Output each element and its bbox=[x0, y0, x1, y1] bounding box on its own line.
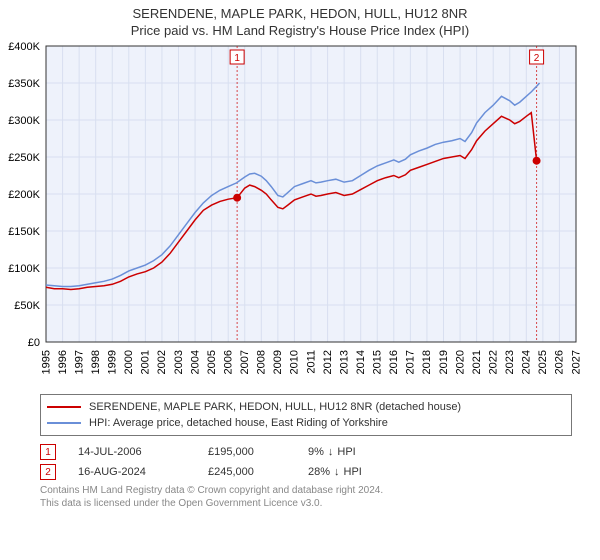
footer-line1: Contains HM Land Registry data © Crown c… bbox=[40, 484, 572, 497]
legend-text: HPI: Average price, detached house, East… bbox=[89, 417, 388, 429]
title-subtitle: Price paid vs. HM Land Registry's House … bbox=[0, 23, 600, 38]
x-tick-label: 2018 bbox=[421, 350, 433, 374]
x-tick-label: 2017 bbox=[405, 350, 417, 374]
sales-price: £245,000 bbox=[208, 466, 308, 478]
chart-area: £0 £50K £100K £150K £200K £250K £300K £350K £400… bbox=[0, 38, 600, 388]
x-tick-label: 2021 bbox=[471, 350, 483, 374]
x-tick-label: 2002 bbox=[156, 350, 168, 374]
sales-diff-suffix: HPI bbox=[337, 446, 355, 458]
x-tick-label: 2006 bbox=[222, 350, 234, 374]
x-tick-label: 2027 bbox=[570, 350, 582, 374]
sales-date: 16-AUG-2024 bbox=[78, 466, 208, 478]
sales-marker: 1 bbox=[40, 444, 56, 460]
x-tick-label: 2023 bbox=[504, 350, 516, 374]
legend-swatch bbox=[47, 406, 81, 408]
footer-line2: This data is licensed under the Open Gov… bbox=[40, 497, 572, 510]
x-tick-label: 2016 bbox=[388, 350, 400, 374]
x-tick-label: 1997 bbox=[73, 350, 85, 374]
title-address: SERENDENE, MAPLE PARK, HEDON, HULL, HU12… bbox=[0, 6, 600, 21]
sales-date: 14-JUL-2006 bbox=[78, 446, 208, 458]
y-tick-label: £350K bbox=[8, 78, 40, 90]
x-tick-label: 2013 bbox=[338, 350, 350, 374]
y-tick-label: £200K bbox=[8, 189, 40, 201]
sales-marker: 2 bbox=[40, 464, 56, 480]
x-tick-label: 2026 bbox=[554, 350, 566, 374]
x-tick-label: 2005 bbox=[206, 350, 218, 374]
sales-price: £195,000 bbox=[208, 446, 308, 458]
x-tick-label: 2010 bbox=[289, 350, 301, 374]
sale-marker-number: 1 bbox=[234, 53, 240, 64]
sales-row: 1 14-JUL-2006£195,0009% ↓HPI bbox=[40, 444, 572, 460]
x-tick-label: 2025 bbox=[537, 350, 549, 374]
x-tick-label: 2024 bbox=[521, 350, 533, 374]
y-tick-label: £0 bbox=[28, 337, 40, 349]
x-tick-label: 2012 bbox=[322, 350, 334, 374]
title-block: SERENDENE, MAPLE PARK, HEDON, HULL, HU12… bbox=[0, 0, 600, 38]
x-tick-label: 2008 bbox=[256, 350, 268, 374]
sale-marker-number: 2 bbox=[534, 53, 540, 64]
x-tick-label: 1995 bbox=[40, 350, 52, 374]
footer-attribution: Contains HM Land Registry data © Crown c… bbox=[40, 484, 572, 510]
y-tick-label: £250K bbox=[8, 152, 40, 164]
legend-swatch bbox=[47, 422, 81, 424]
x-tick-label: 2015 bbox=[372, 350, 384, 374]
x-tick-label: 2011 bbox=[305, 350, 317, 374]
legend-row: SERENDENE, MAPLE PARK, HEDON, HULL, HU12… bbox=[47, 399, 565, 415]
line-chart: £0 £50K £100K £150K £200K £250K £300K £350K £400… bbox=[0, 38, 600, 388]
x-tick-label: 2007 bbox=[239, 350, 251, 374]
sale-dot bbox=[533, 157, 541, 165]
sales-diff: 28% ↓ HPI bbox=[308, 466, 398, 478]
x-tick-label: 2014 bbox=[355, 350, 367, 374]
sale-dot bbox=[233, 194, 241, 202]
sales-diff-suffix: HPI bbox=[344, 466, 362, 478]
x-tick-label: 2022 bbox=[487, 350, 499, 374]
sales-table: 114-JUL-2006£195,0009%↓HPI216-AUG-2024£2… bbox=[40, 444, 572, 480]
x-tick-label: 2001 bbox=[140, 350, 152, 374]
x-tick-label: 2009 bbox=[272, 350, 284, 374]
x-tick-label: 1998 bbox=[90, 350, 102, 374]
x-tick-label: 2003 bbox=[173, 350, 185, 374]
x-tick-label: 2000 bbox=[123, 350, 135, 374]
y-tick-label: £300K bbox=[8, 115, 40, 127]
arrow-down-icon: ↓ bbox=[334, 466, 340, 478]
x-tick-label: 1996 bbox=[57, 350, 69, 374]
legend-text: SERENDENE, MAPLE PARK, HEDON, HULL, HU12… bbox=[89, 401, 461, 413]
sales-diff-pct: 9% bbox=[308, 446, 324, 458]
legend-row: HPI: Average price, detached house, East… bbox=[47, 415, 565, 431]
x-tick-label: 2020 bbox=[454, 350, 466, 374]
y-tick-label: £150K bbox=[8, 226, 40, 238]
legend: SERENDENE, MAPLE PARK, HEDON, HULL, HU12… bbox=[40, 394, 572, 436]
y-tick-label: £100K bbox=[8, 263, 40, 275]
y-tick-label: £50K bbox=[14, 300, 40, 312]
y-tick-label: £400K bbox=[8, 41, 40, 53]
sales-diff-pct: 28% bbox=[308, 466, 330, 478]
sales-diff: 9% ↓HPI bbox=[308, 446, 398, 458]
x-tick-label: 2019 bbox=[438, 350, 450, 374]
arrow-down-icon: ↓ bbox=[328, 446, 334, 458]
sales-row: 2 16-AUG-2024£245,00028% ↓ HPI bbox=[40, 464, 572, 480]
x-tick-label: 2004 bbox=[189, 350, 201, 374]
x-tick-label: 1999 bbox=[107, 350, 119, 374]
